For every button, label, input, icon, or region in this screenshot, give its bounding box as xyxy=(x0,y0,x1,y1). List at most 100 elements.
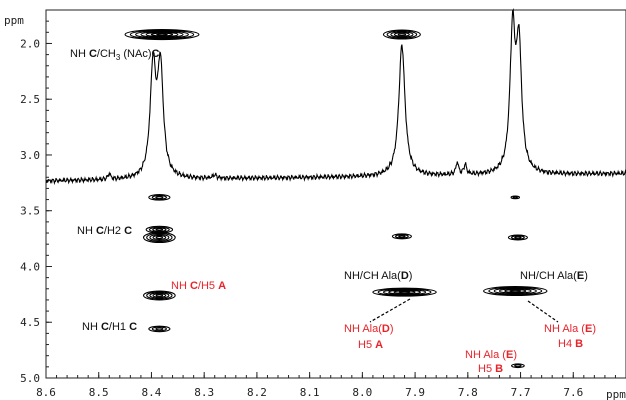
x-tick-label: 7.8 xyxy=(458,386,478,399)
contour-ring xyxy=(382,288,427,296)
contour-ring xyxy=(398,235,406,238)
x-tick-label: 8.4 xyxy=(142,386,162,399)
label-ala-e-h4-line1: NH Ala (E) xyxy=(544,323,596,335)
x-tick-label: 8.0 xyxy=(352,386,372,399)
contour-ring xyxy=(498,288,532,294)
cross-peak xyxy=(483,286,548,297)
cross-peak xyxy=(510,195,521,200)
leader-line-ala-d xyxy=(369,298,411,323)
label-ala-d-h5-line2: H5 A xyxy=(358,339,383,351)
x-axis-unit: ppm xyxy=(606,388,626,400)
contour-ring xyxy=(372,287,437,297)
label-nh-h1: NH C/H1 C xyxy=(82,321,137,333)
x-tick-label: 8.1 xyxy=(300,386,320,399)
contour-ring xyxy=(386,30,418,39)
cross-peak xyxy=(148,325,171,333)
contour-ring xyxy=(135,30,189,39)
y-tick-label: 3.0 xyxy=(20,149,40,162)
x-tick-label: 8.3 xyxy=(194,386,214,399)
contour-ring xyxy=(148,325,171,333)
cross-peak xyxy=(142,231,176,244)
contour-ring xyxy=(150,32,174,37)
cross-peak xyxy=(148,194,171,201)
contour-ring xyxy=(391,233,412,240)
contour-ring xyxy=(152,293,167,298)
label-ala-e-h5-line1: NH Ala (E) xyxy=(465,349,517,361)
label-nh-ch-ala-e: NH/CH Ala(E) xyxy=(520,270,588,282)
projection-trace xyxy=(45,7,626,186)
contour-ring xyxy=(151,326,167,332)
contour-ring xyxy=(148,194,171,201)
contour-ring xyxy=(151,194,167,200)
contour-ring xyxy=(142,290,176,301)
label-ala-d-h5-line1: NH Ala(D) xyxy=(344,323,394,335)
contour-ring xyxy=(146,232,173,243)
contour-ring xyxy=(493,287,537,295)
contour-ring xyxy=(155,327,164,331)
y-tick-label: 4.0 xyxy=(20,260,40,273)
contour-ring xyxy=(382,29,421,40)
label-nh-h5: NH C/H5 A xyxy=(171,280,226,292)
contour-ring xyxy=(483,286,548,297)
contour-ring xyxy=(388,289,421,295)
cross-peak xyxy=(142,290,176,301)
contour-ring xyxy=(155,195,164,199)
label-nh-h2: NH C/H2 C xyxy=(77,225,132,237)
contour-ring xyxy=(393,32,410,37)
x-tick-label: 7.6 xyxy=(563,386,583,399)
contour-ring xyxy=(129,29,195,40)
y-tick-label: 2.5 xyxy=(20,93,40,106)
y-tick-label: 2.0 xyxy=(20,37,40,50)
contour-ring xyxy=(145,31,179,38)
contour-ring xyxy=(514,236,522,239)
label-ala-e-h4-line2: H4 B xyxy=(558,338,583,350)
cross-peak xyxy=(511,363,525,369)
y-axis: 2.0 2.5 3.0 3.5 4.0 4.5 5.0 xyxy=(20,20,52,385)
contour-ring xyxy=(124,28,200,41)
contour-ring xyxy=(142,231,176,244)
contour-ring xyxy=(149,292,170,299)
label-nh-ch-ala-d: NH/CH Ala(D) xyxy=(344,270,412,282)
contour-ring xyxy=(146,291,173,300)
contour-ring xyxy=(511,235,525,240)
contour-ring xyxy=(510,195,521,200)
contour-ring xyxy=(393,290,416,294)
cross-peak xyxy=(372,287,437,297)
cross-peaks xyxy=(124,28,548,369)
y-tick-label: 5.0 xyxy=(20,372,40,385)
contour-ring xyxy=(155,228,164,232)
x-tick-label: 8.2 xyxy=(247,386,267,399)
contour-ring xyxy=(152,234,167,241)
contour-ring xyxy=(152,227,167,232)
contour-ring xyxy=(509,289,522,293)
label-nh-ch3: NH C/CH3 (NAc)C xyxy=(70,48,159,62)
contour-ring xyxy=(512,196,518,199)
contour-ring xyxy=(156,33,168,36)
cross-peak xyxy=(507,234,528,241)
leader-line-ala-e xyxy=(527,300,559,323)
contour-ring xyxy=(488,286,543,296)
x-axis: 8.6 8.5 8.4 8.3 8.2 8.1 8.0 7.9 7.8 7.7 7.6 xyxy=(36,372,626,399)
contour-ring xyxy=(390,31,414,38)
y-tick-label: 4.5 xyxy=(20,316,40,329)
contour-ring xyxy=(514,364,522,368)
label-ala-e-h5-line2: H5 B xyxy=(478,363,503,375)
contour-ring xyxy=(511,363,525,369)
contour-ring xyxy=(149,233,170,242)
contour-ring xyxy=(140,31,184,38)
x-tick-label: 8.5 xyxy=(89,386,109,399)
cross-peak xyxy=(382,29,421,40)
contour-ring xyxy=(504,288,527,294)
x-tick-label: 7.9 xyxy=(405,386,425,399)
x-tick-label: 7.7 xyxy=(511,386,531,399)
contour-ring xyxy=(398,290,411,294)
y-axis-unit: ppm xyxy=(4,14,24,27)
contour-ring xyxy=(507,234,528,241)
contour-ring xyxy=(155,294,164,297)
plot-frame xyxy=(45,9,626,379)
contour-ring xyxy=(155,235,164,240)
x-tick-label: 8.6 xyxy=(36,386,56,399)
contour-ring xyxy=(395,234,409,239)
